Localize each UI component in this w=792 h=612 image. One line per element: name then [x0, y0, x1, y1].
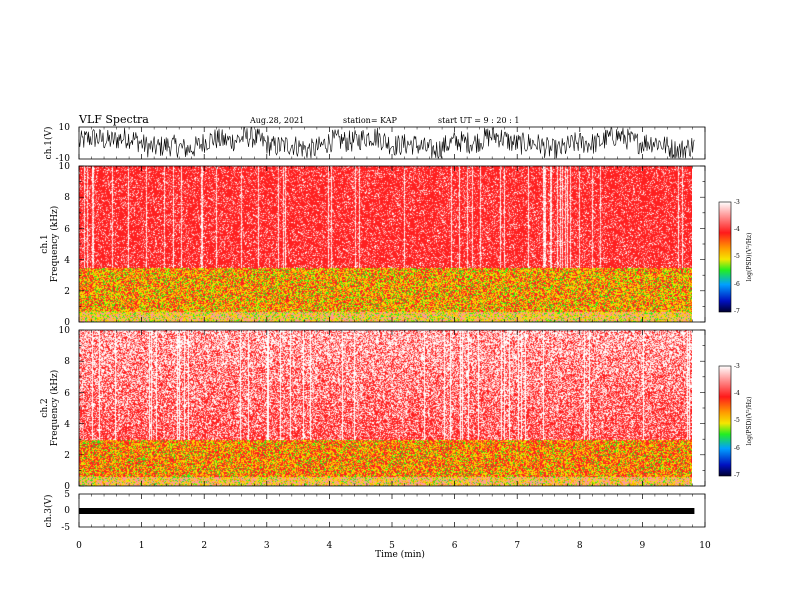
ch3-ytick-neg5: -5 [61, 523, 70, 533]
x-tick-label-5: 5 [389, 541, 395, 551]
ch2-spectrogram-ylabel-freq: Frequency (kHz) [49, 370, 60, 447]
ch3-waveform-panel: 5 0 -5 ch.3(V) [43, 490, 706, 533]
ch2-cb-tick-neg4: -4 [734, 390, 740, 397]
ch2-spectrogram-panel: 0 2 4 6 8 10 ch.2 Frequency (kHz) [40, 326, 706, 492]
ch2-ytick-4: 4 [64, 420, 70, 430]
ch2-colorbar-frame [718, 365, 732, 477]
ch1-ytick-neg10: -10 [56, 154, 71, 164]
ch2-cb-tick-neg3: -3 [734, 363, 740, 370]
x-tick-label-4: 4 [327, 541, 333, 551]
ch2-spectrogram-image [79, 330, 692, 486]
ch2-spectrogram-ylabel-ch: ch.2 [40, 398, 50, 417]
ch2-cb-tick-neg7: -7 [734, 472, 740, 479]
ch1-ytick-2: 2 [64, 287, 70, 297]
ch2-cb-tick-neg6: -6 [734, 445, 740, 452]
ch3-ytick-0: 0 [64, 506, 70, 516]
time-axis-label: Time (min) [375, 549, 425, 560]
ch2-colorbar-label: log(PSD)(V²/Hz) [746, 397, 753, 446]
ch1-spectrogram-panel: 0 2 4 6 8 10 ch.1 Frequency (kHz) [40, 162, 706, 328]
ch1-ytick-8: 8 [64, 193, 70, 203]
ch1-colorbar: -3 -4 -5 -6 -7 log(PSD)(V²/Hz) [718, 199, 753, 315]
ch1-waveform-panel: 10 -10 ch.1(V) [43, 123, 706, 164]
ch1-cb-tick-neg4: -4 [734, 226, 740, 233]
x-tick-label-1: 1 [139, 541, 145, 551]
ch1-spectrogram-ylabel-ch: ch.1 [40, 234, 50, 253]
ch2-cb-tick-neg5: -5 [734, 417, 740, 424]
ch1-spectrogram-ticks [79, 165, 705, 323]
start-time-label: start UT = 9 : 20 : 1 [438, 116, 519, 125]
station-label: station= KAP [343, 116, 398, 125]
ch2-colorbar: -3 -4 -5 -6 -7 log(PSD)(V²/Hz) [718, 363, 753, 479]
ch2-ytick-8: 8 [64, 357, 70, 367]
ch1-ytick-10: 10 [59, 162, 71, 172]
ch3-ytick-5: 5 [64, 490, 70, 500]
ch1-cb-tick-neg3: -3 [734, 199, 740, 206]
x-tick-label-10: 10 [699, 541, 711, 551]
ch1-waveform-trace [78, 126, 695, 160]
ch3-waveform-ylabel: ch.3(V) [43, 495, 54, 528]
x-tick-label-0: 0 [76, 541, 82, 551]
ch1-ytick-4: 4 [64, 256, 70, 266]
x-tick-label-3: 3 [264, 541, 270, 551]
x-tick-label-8: 8 [577, 541, 583, 551]
time-axis-ticks: 0 1 2 3 4 5 6 7 8 9 10 [76, 127, 711, 551]
x-tick-label-2: 2 [201, 541, 207, 551]
ch1-ytick-6: 6 [64, 225, 70, 235]
x-tick-label-6: 6 [452, 541, 458, 551]
ch1-ytick-10: 10 [59, 123, 71, 133]
ch2-ytick-2: 2 [64, 451, 70, 461]
ch1-cb-tick-neg6: -6 [734, 281, 740, 288]
ch2-ytick-6: 6 [64, 389, 70, 399]
ch3-waveform-trace [79, 508, 695, 514]
ch1-ytick-0: 0 [64, 318, 70, 328]
ch1-spectrogram-ylabel-freq: Frequency (kHz) [49, 206, 60, 283]
date-label: Aug.28, 2021 [249, 116, 304, 125]
ch1-colorbar-gradient [719, 202, 731, 312]
x-tick-label-9: 9 [640, 541, 646, 551]
ch1-waveform-ylabel: ch.1(V) [43, 127, 54, 160]
x-tick-label-7: 7 [514, 541, 520, 551]
ch2-ytick-10: 10 [59, 326, 71, 336]
ch1-cb-tick-neg5: -5 [734, 253, 740, 260]
ch2-spectrogram-ticks [79, 329, 705, 487]
figure-title: VLF Spectra [78, 113, 149, 126]
ch2-ytick-0: 0 [64, 482, 70, 492]
ch2-colorbar-gradient [719, 366, 731, 476]
ch1-cb-tick-neg7: -7 [734, 308, 740, 315]
ch1-spectrogram-image [79, 166, 692, 322]
ch1-colorbar-frame [718, 201, 732, 313]
ch1-colorbar-label: log(PSD)(V²/Hz) [746, 233, 753, 282]
